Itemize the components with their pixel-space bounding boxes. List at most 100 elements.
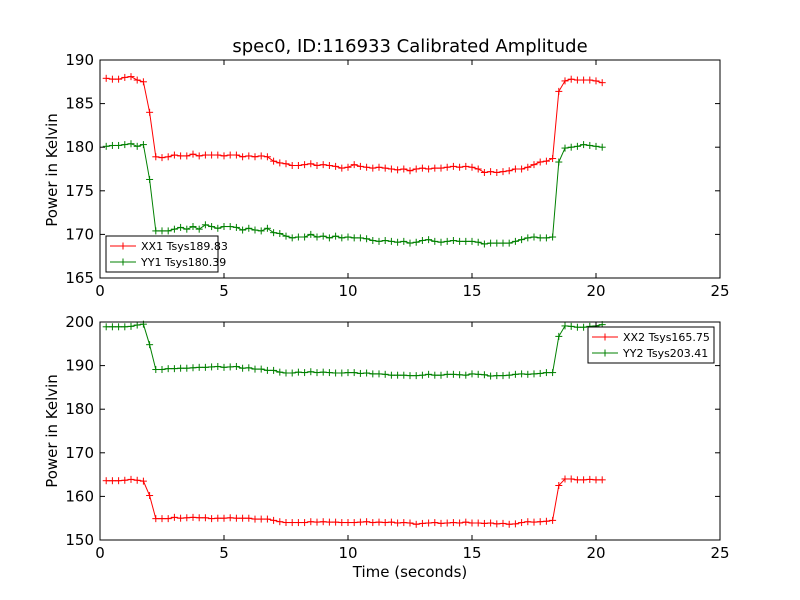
- bottom-series-2-point: [325, 369, 333, 377]
- bottom-series-1-point: [220, 514, 228, 522]
- top-legend-marker-2: [119, 258, 127, 266]
- top-series-2-point: [456, 237, 464, 245]
- top-series-1-point: [307, 160, 315, 168]
- bottom-series-1-point: [561, 475, 569, 483]
- bottom-series-1-point: [344, 519, 352, 527]
- bottom-series-1-point: [437, 519, 445, 527]
- bottom-series-1-point: [195, 514, 203, 522]
- top-series-2-point: [524, 234, 532, 242]
- bottom-series-2-point: [511, 370, 519, 378]
- bottom-series-1-point: [270, 516, 278, 524]
- bottom-series-2-point: [536, 369, 544, 377]
- top-series-1-point: [177, 152, 185, 160]
- top-series-2-point: [375, 237, 383, 245]
- top-series-2-point: [294, 233, 302, 241]
- bottom-series-1-point: [505, 520, 513, 528]
- bottom-series-1-point: [462, 518, 470, 526]
- top-y-tick-label: 165: [65, 269, 94, 287]
- bottom-series-2-point: [146, 341, 154, 349]
- top-series-1-point: [294, 162, 302, 170]
- bottom-series-2-point: [406, 372, 414, 380]
- top-series-2-point: [133, 142, 141, 150]
- bottom-series-2-point: [555, 332, 563, 340]
- bottom-y-tick-label: 150: [65, 531, 94, 549]
- bottom-series-1-point: [592, 476, 600, 484]
- bottom-series-1-point: [381, 519, 389, 527]
- top-series-2-point: [387, 237, 395, 245]
- top-legend: XX1 Tsys189.83 YY1 Tsys180.39: [105, 235, 228, 273]
- top-series-2-point: [276, 230, 284, 238]
- bottom-series-2-point: [170, 365, 178, 373]
- bottom-x-tick-label: 5: [219, 544, 229, 562]
- bottom-series-2-point: [245, 364, 253, 372]
- top-series-2-point: [288, 234, 296, 242]
- top-x-tick-label: 10: [338, 282, 357, 300]
- bottom-series-1-point: [325, 518, 333, 526]
- top-series-1-point: [183, 152, 191, 160]
- top-series-2-point: [257, 227, 265, 235]
- top-series-2-point: [325, 234, 333, 242]
- top-series-1-point: [239, 153, 247, 161]
- top-series-2-point: [511, 237, 519, 245]
- top-series-1-point: [133, 76, 141, 84]
- bottom-series-1-point: [549, 516, 557, 524]
- top-series-2-point: [356, 234, 364, 242]
- top-series-2-point: [437, 238, 445, 246]
- bottom-series-2-point: [301, 369, 309, 377]
- top-series-1-point: [338, 164, 346, 172]
- top-x-tick-label: 0: [95, 282, 105, 300]
- bottom-series-1-point: [474, 519, 482, 527]
- top-series-1-point: [412, 165, 420, 173]
- bottom-x-tick-label: 25: [710, 544, 729, 562]
- bottom-series-1-point: [524, 518, 532, 526]
- top-series-1-point: [127, 73, 135, 81]
- top-series-1-point: [487, 168, 495, 176]
- bottom-series-1-point: [468, 519, 476, 527]
- top-series-1-point: [319, 161, 327, 169]
- top-series-1-point: [226, 151, 234, 159]
- top-series-2-point: [561, 144, 569, 152]
- top-series-2-point: [474, 238, 482, 246]
- top-series-2-point: [301, 233, 309, 241]
- top-series-1-point: [201, 151, 209, 159]
- top-series-1-point: [431, 164, 439, 172]
- bottom-series-1-point: [356, 518, 364, 526]
- bottom-series-2-point: [356, 369, 364, 377]
- top-series-1-point: [146, 108, 154, 116]
- top-y-tick-label: 190: [65, 51, 94, 69]
- bottom-series-1-point: [480, 519, 488, 527]
- top-series-2-point: [542, 234, 550, 242]
- bottom-x-tick-label: 0: [95, 544, 105, 562]
- bottom-series-2-point: [164, 365, 172, 373]
- bottom-y-tick-label: 160: [65, 487, 94, 505]
- top-series-2-point: [251, 226, 259, 234]
- top-series-1-point: [344, 163, 352, 171]
- bottom-series-2-point: [431, 371, 439, 379]
- bottom-series-2-point: [524, 370, 532, 378]
- top-series-1-point: [499, 168, 507, 176]
- bottom-series-2-point: [201, 363, 209, 371]
- top-legend-box: [105, 235, 219, 273]
- top-series-1-point: [102, 74, 110, 82]
- top-legend-marker-1: [119, 242, 127, 250]
- top-series-2-point: [431, 237, 439, 245]
- top-series-1-point: [536, 158, 544, 166]
- bottom-series-1-point: [307, 518, 315, 526]
- x-axis-label: Time (seconds): [352, 563, 468, 581]
- bottom-series-2-point: [183, 364, 191, 372]
- top-series-1-point: [400, 165, 408, 173]
- top-series-2-point: [158, 227, 166, 235]
- top-series-layer: [102, 73, 606, 248]
- bottom-series-2-point: [282, 369, 290, 377]
- top-series-2-point: [381, 237, 389, 245]
- bottom-series-2-point: [208, 363, 216, 371]
- bottom-series-1-point: [555, 482, 563, 489]
- top-series-1-point: [418, 164, 426, 172]
- bottom-y-tick-label: 170: [65, 444, 94, 462]
- bottom-series-2-point: [456, 371, 464, 379]
- bottom-series-1-point: [598, 476, 606, 484]
- top-series-1-point: [567, 75, 575, 83]
- bottom-series-1-point: [586, 475, 594, 483]
- top-series-1-point: [245, 152, 253, 160]
